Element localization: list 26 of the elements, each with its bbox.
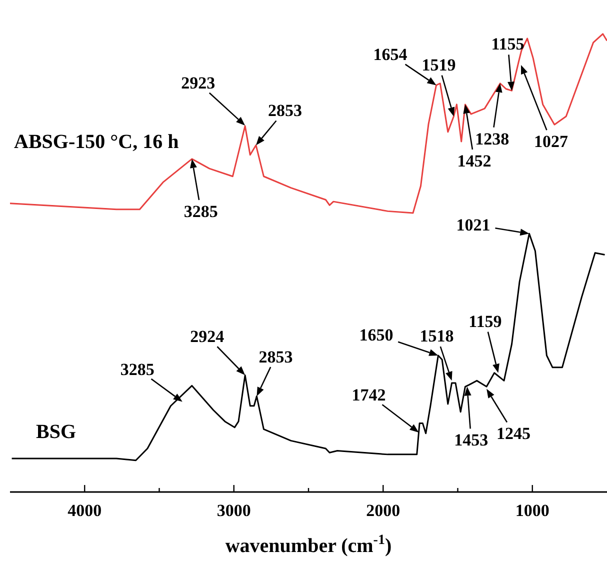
annotation: 1027 — [534, 132, 568, 151]
annotation: 2853 — [258, 347, 293, 366]
annotation: 1021 — [456, 216, 490, 235]
annotation: 1519 — [422, 55, 456, 74]
annotation: 1742 — [352, 385, 386, 404]
x-axis-title: wavenumber (cm$^{-1}$) — [225, 533, 392, 557]
x-tick-label: 2000 — [366, 501, 400, 520]
series-label: BSG — [36, 421, 76, 443]
annotation: 1452 — [457, 151, 492, 170]
annotation: 3285 — [120, 360, 154, 379]
annotation: 1650 — [359, 325, 394, 344]
annotation: 1654 — [373, 45, 408, 64]
annotation: 2853 — [268, 101, 302, 120]
x-tick-label: 4000 — [68, 501, 102, 520]
series-label: ABSG-150 °C, 16 h — [14, 131, 179, 153]
annotation: 3285 — [184, 202, 218, 221]
annotation: 1453 — [454, 430, 488, 450]
x-tick-label: 1000 — [515, 501, 550, 520]
x-tick-label: 3000 — [216, 501, 251, 520]
annotation: 2924 — [190, 327, 225, 346]
annotation: 1159 — [468, 312, 502, 331]
annotation: 1245 — [496, 424, 531, 443]
annotation: 1238 — [475, 129, 510, 148]
annotation: 2923 — [181, 74, 216, 93]
annotation: 1518 — [420, 326, 454, 346]
annotation: 1155 — [491, 34, 524, 54]
